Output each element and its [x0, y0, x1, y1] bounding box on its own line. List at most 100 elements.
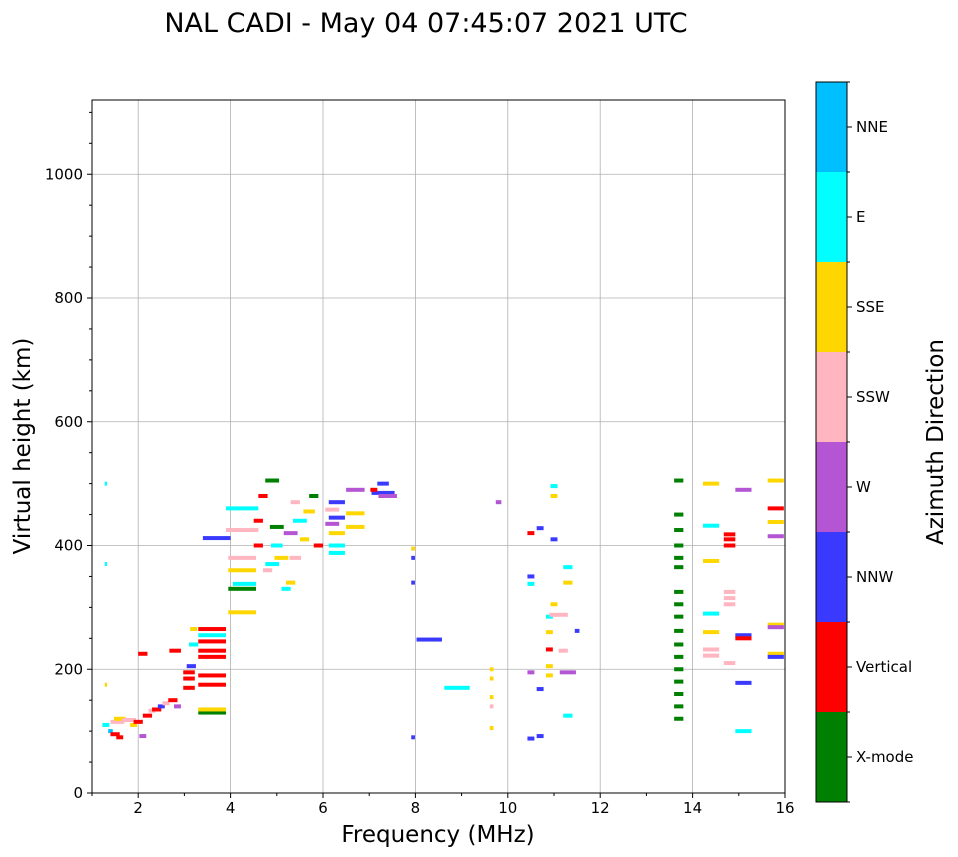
echo-mark	[723, 589, 736, 594]
echo-mark	[767, 534, 784, 539]
echo-mark	[702, 653, 720, 658]
colorbar-category-label: X-mode	[856, 748, 913, 766]
echo-mark	[674, 478, 684, 483]
y-tick-label: 800	[54, 289, 83, 307]
echo-mark	[108, 729, 113, 734]
echo-mark	[198, 682, 226, 687]
echo-mark	[563, 580, 573, 585]
x-tick-label: 6	[318, 799, 328, 817]
echo-mark	[281, 586, 291, 591]
echo-mark	[198, 627, 226, 632]
echo-mark	[563, 565, 573, 570]
echo-mark	[104, 562, 108, 567]
echo-mark	[767, 519, 784, 524]
echo-mark	[370, 487, 378, 492]
echo-mark	[702, 630, 720, 635]
echo-mark	[735, 487, 752, 492]
echo-mark	[411, 546, 415, 551]
echo-mark	[377, 481, 389, 486]
echo-mark	[674, 512, 684, 517]
echo-mark	[674, 555, 684, 560]
echo-mark	[735, 633, 752, 638]
echo-mark	[189, 642, 199, 647]
echo-mark	[198, 639, 226, 644]
echo-mark	[186, 664, 196, 669]
echo-mark	[232, 581, 257, 586]
echo-mark	[550, 602, 558, 607]
echo-mark	[545, 647, 553, 652]
echo-mark	[198, 707, 226, 712]
echo-mark	[723, 596, 736, 601]
echo-mark	[767, 651, 784, 656]
echo-mark	[157, 704, 165, 709]
echo-mark	[110, 732, 120, 737]
echo-mark	[767, 625, 784, 630]
echo-mark	[152, 707, 162, 712]
echo-mark	[346, 511, 365, 516]
echo-mark	[489, 667, 494, 672]
echo-mark	[265, 478, 280, 483]
echo-mark	[228, 555, 257, 560]
y-tick-label: 1000	[45, 165, 83, 183]
x-tick-label: 16	[775, 799, 794, 817]
echo-mark	[536, 526, 544, 531]
echo-mark	[702, 611, 720, 616]
y-axis-label: Virtual height (km)	[10, 338, 36, 555]
echo-mark	[274, 555, 289, 560]
echo-mark	[674, 716, 684, 721]
echo-mark	[674, 528, 684, 533]
echo-mark	[767, 506, 784, 511]
echo-mark	[168, 698, 178, 703]
echo-mark	[545, 630, 553, 635]
colorbar-category-label: SSE	[856, 298, 885, 316]
echo-mark	[299, 537, 310, 542]
echo-mark	[104, 682, 108, 687]
echo-mark	[328, 515, 345, 520]
echo-mark	[292, 518, 307, 523]
echo-mark	[346, 487, 365, 492]
echo-mark	[767, 622, 784, 627]
echo-mark	[674, 642, 684, 647]
echo-mark	[286, 580, 296, 585]
echo-mark	[674, 679, 684, 684]
x-tick-label: 14	[683, 799, 702, 817]
echo-mark	[674, 667, 684, 672]
echo-mark	[411, 555, 415, 560]
y-tick-label: 200	[54, 660, 83, 678]
echo-mark	[559, 670, 576, 675]
echo-mark	[133, 719, 143, 724]
echo-mark	[558, 648, 568, 653]
echo-mark	[702, 647, 720, 652]
colorbar-category-label: NNW	[856, 568, 893, 586]
echo-mark	[265, 562, 280, 567]
echo-mark	[228, 586, 257, 591]
echo-mark	[411, 580, 415, 585]
echo-mark	[328, 531, 345, 536]
colorbar-segment	[816, 532, 847, 622]
echo-mark	[289, 555, 302, 560]
echo-mark	[550, 537, 558, 542]
colorbar-category-label: NNE	[856, 118, 888, 136]
echo-mark	[489, 676, 494, 681]
x-axis: 2 4 6 8 10 12 14 16	[91, 793, 795, 817]
echo-mark	[228, 568, 257, 573]
y-tick-label: 400	[54, 537, 83, 555]
echo-mark	[489, 695, 494, 700]
echo-mark	[183, 676, 195, 681]
echo-mark	[169, 648, 181, 653]
echo-mark	[371, 490, 395, 495]
echo-mark	[183, 685, 195, 690]
echo-mark	[262, 568, 273, 573]
echo-mark	[735, 636, 752, 641]
echo-mark	[190, 627, 198, 632]
echo-mark	[228, 610, 257, 615]
echo-mark	[225, 506, 259, 511]
plot-frame	[91, 99, 786, 794]
echo-mark	[183, 670, 195, 675]
y-axis: 0 200 400 600 800 1000	[45, 111, 92, 802]
x-tick-label: 8	[411, 799, 421, 817]
echo-mark	[563, 713, 573, 718]
echo-mark	[411, 735, 415, 740]
colorbar-segment	[816, 352, 847, 442]
y-tick-label: 600	[54, 413, 83, 431]
